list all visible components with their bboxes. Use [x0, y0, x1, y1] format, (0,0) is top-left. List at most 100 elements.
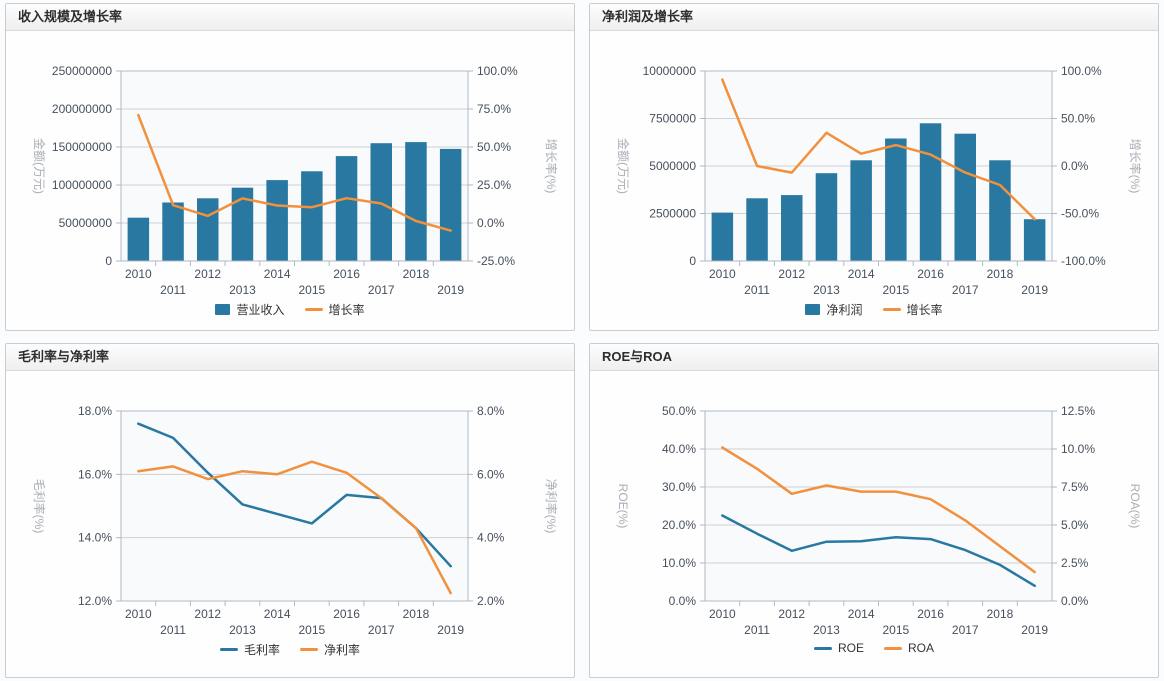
svg-text:2017: 2017: [368, 623, 395, 637]
svg-text:250000000: 250000000: [52, 64, 112, 78]
panel-title-roe-roa: ROE与ROA: [590, 344, 1158, 371]
svg-text:2016: 2016: [917, 267, 944, 281]
svg-text:2010: 2010: [709, 267, 736, 281]
svg-text:2019: 2019: [1021, 283, 1048, 297]
svg-text:7500000: 7500000: [649, 112, 696, 126]
svg-text:5000000: 5000000: [649, 159, 696, 173]
svg-text:40.0%: 40.0%: [662, 442, 696, 456]
revenue-growth-chart: 0 50000000 100000000 150000000 200000000 2500…: [32, 64, 559, 297]
legend-line-swatch: [304, 308, 323, 311]
svg-text:2019: 2019: [437, 283, 464, 297]
svg-text:2015: 2015: [298, 623, 325, 637]
svg-text:0.0%: 0.0%: [669, 594, 697, 608]
legend-item-primary[interactable]: 营业收入: [215, 301, 285, 318]
svg-text:2.5%: 2.5%: [1061, 556, 1089, 570]
legend-item-primary[interactable]: 毛利率: [219, 641, 280, 658]
panel-margins: 毛利率与净利率 12.0% 14.0% 16.0% 18.0% 2.0% 4.0% 6.0%…: [5, 343, 575, 678]
legend-label: ROE: [837, 641, 864, 655]
svg-text:2018: 2018: [403, 607, 430, 621]
svg-text:2012: 2012: [194, 267, 221, 281]
roe-roa-chart: 0.0% 10.0% 20.0% 30.0% 40.0% 50.0% 0.0% 2.5% 5.0…: [616, 404, 1142, 637]
svg-text:8.0%: 8.0%: [477, 404, 505, 418]
svg-text:2010: 2010: [125, 607, 152, 621]
svg-text:2010: 2010: [709, 607, 736, 621]
svg-text:200000000: 200000000: [52, 102, 112, 116]
legend-item-secondary[interactable]: 增长率: [304, 301, 365, 318]
svg-text:2017: 2017: [952, 623, 979, 637]
svg-text:增长率(%): 增长率(%): [1128, 139, 1143, 194]
svg-text:50.0%: 50.0%: [1061, 112, 1095, 126]
svg-text:2015: 2015: [882, 283, 909, 297]
svg-text:2012: 2012: [778, 267, 805, 281]
chart-legend: 净利润 增长率: [805, 301, 943, 318]
svg-text:2010: 2010: [125, 267, 152, 281]
svg-text:25.0%: 25.0%: [477, 178, 511, 192]
chart-legend: 毛利率 净利率: [219, 641, 360, 658]
svg-text:2011: 2011: [744, 623, 770, 637]
svg-text:ROE(%): ROE(%): [616, 484, 630, 529]
panel-title-revenue-growth: 收入规模及增长率: [6, 4, 574, 31]
svg-text:2.0%: 2.0%: [477, 594, 505, 608]
svg-text:2014: 2014: [848, 267, 875, 281]
svg-text:-50.0%: -50.0%: [1061, 207, 1099, 221]
svg-text:2014: 2014: [848, 607, 875, 621]
panel-body: 0 50000000 100000000 150000000 200000000 2500…: [6, 31, 574, 330]
svg-text:2017: 2017: [368, 283, 395, 297]
legend-line-swatch: [219, 648, 238, 651]
svg-text:5.0%: 5.0%: [1061, 518, 1089, 532]
svg-text:30.0%: 30.0%: [662, 480, 696, 494]
panel-title-netprofit-growth: 净利润及增长率: [590, 4, 1158, 31]
svg-text:18.0%: 18.0%: [78, 404, 112, 418]
svg-text:20.0%: 20.0%: [662, 518, 696, 532]
svg-text:2014: 2014: [264, 267, 291, 281]
svg-text:0: 0: [105, 254, 112, 268]
svg-text:2015: 2015: [882, 623, 909, 637]
panel-body: 0.0% 10.0% 20.0% 30.0% 40.0% 50.0% 0.0% 2.5% 5.0…: [590, 371, 1158, 677]
legend-item-secondary[interactable]: ROA: [884, 641, 934, 655]
svg-text:2018: 2018: [987, 607, 1014, 621]
legend-label: ROA: [908, 641, 935, 655]
netprofit-growth-chart: 0 2500000 5000000 7500000 10000000 -100.0% -50…: [616, 64, 1143, 297]
svg-text:50.0%: 50.0%: [662, 404, 696, 418]
svg-text:金额(万元): 金额(万元): [616, 138, 631, 194]
legend-item-secondary[interactable]: 净利率: [300, 641, 360, 658]
chart-legend: ROE ROA: [813, 641, 934, 655]
legend-item-primary[interactable]: ROE: [813, 641, 864, 655]
svg-text:2016: 2016: [333, 267, 360, 281]
svg-text:4.0%: 4.0%: [477, 531, 505, 545]
svg-text:2018: 2018: [987, 267, 1014, 281]
svg-text:2017: 2017: [952, 283, 979, 297]
svg-text:毛利率(%): 毛利率(%): [32, 479, 47, 534]
legend-item-primary[interactable]: 净利润: [805, 301, 863, 318]
legend-bar-swatch: [215, 304, 231, 315]
svg-text:0.0%: 0.0%: [1061, 594, 1089, 608]
svg-text:2012: 2012: [778, 607, 805, 621]
svg-text:12.5%: 12.5%: [1061, 404, 1095, 418]
legend-line-swatch: [882, 308, 901, 311]
legend-line-swatch: [300, 648, 318, 651]
svg-text:2011: 2011: [160, 623, 186, 637]
legend-item-secondary[interactable]: 增长率: [882, 301, 943, 318]
svg-text:10.0%: 10.0%: [662, 556, 696, 570]
panel-body: 0 2500000 5000000 7500000 10000000 -100.0% -50…: [590, 31, 1158, 330]
svg-text:100.0%: 100.0%: [1061, 64, 1102, 78]
legend-label: 净利润: [826, 303, 863, 317]
svg-text:2013: 2013: [813, 623, 840, 637]
svg-text:2011: 2011: [160, 283, 186, 297]
svg-text:ROA(%): ROA(%): [1128, 484, 1142, 529]
svg-text:7.5%: 7.5%: [1061, 480, 1089, 494]
svg-text:2012: 2012: [194, 607, 221, 621]
legend-label: 增长率: [906, 303, 943, 317]
svg-text:2019: 2019: [437, 623, 464, 637]
svg-text:50.0%: 50.0%: [477, 140, 511, 154]
svg-text:2500000: 2500000: [649, 207, 696, 221]
panel-netprofit-growth: 净利润及增长率 0 2500000 5000000 7500000 10000000 -1…: [589, 3, 1159, 331]
svg-text:-100.0%: -100.0%: [1061, 254, 1106, 268]
svg-text:10000000: 10000000: [643, 64, 697, 78]
svg-text:2015: 2015: [298, 283, 325, 297]
svg-text:150000000: 150000000: [52, 140, 112, 154]
svg-text:2013: 2013: [229, 283, 256, 297]
svg-text:75.0%: 75.0%: [477, 102, 511, 116]
svg-text:2014: 2014: [264, 607, 291, 621]
